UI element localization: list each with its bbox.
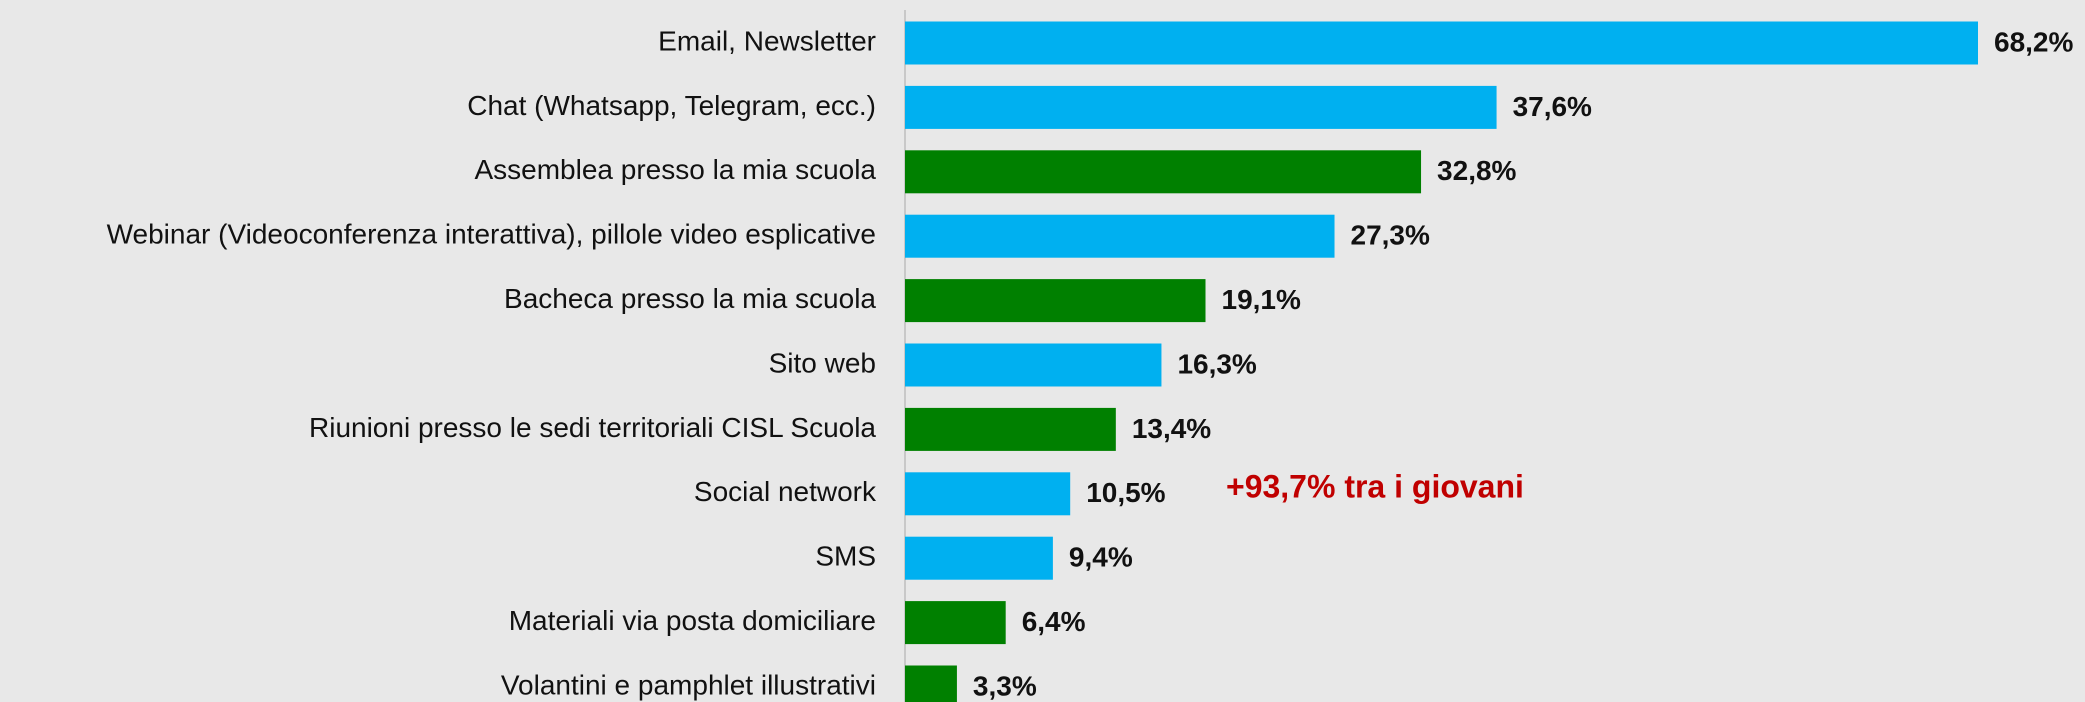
- category-label: SMS: [815, 541, 876, 572]
- bar: [905, 279, 1206, 323]
- bar: [905, 665, 957, 702]
- bar: [905, 472, 1071, 516]
- bar: [905, 21, 1978, 65]
- value-label: 16,3%: [1177, 348, 1256, 379]
- bar: [905, 601, 1006, 645]
- value-label: 10,5%: [1086, 477, 1165, 508]
- value-label: 32,8%: [1437, 155, 1516, 186]
- category-label: Assemblea presso la mia scuola: [474, 154, 876, 185]
- value-label: 27,3%: [1351, 220, 1430, 251]
- value-label: 9,4%: [1069, 542, 1133, 573]
- category-label: Bacheca presso la mia scuola: [504, 283, 876, 314]
- category-label: Chat (Whatsapp, Telegram, ecc.): [467, 90, 876, 121]
- category-label: Riunioni presso le sedi territoriali CIS…: [309, 412, 876, 443]
- bar: [905, 343, 1162, 387]
- category-label: Volantini e pamphlet illustrativi: [501, 669, 876, 700]
- bar: [905, 214, 1335, 258]
- bar: [905, 536, 1053, 580]
- value-label: 3,3%: [973, 670, 1037, 701]
- category-label: Sito web: [769, 347, 876, 378]
- bar: [905, 85, 1497, 129]
- value-label: 37,6%: [1513, 91, 1592, 122]
- value-label: 13,4%: [1132, 413, 1211, 444]
- bar: [905, 150, 1422, 194]
- bar: [905, 407, 1116, 451]
- value-label: 6,4%: [1022, 606, 1086, 637]
- category-label: Materiali via posta domiciliare: [509, 605, 876, 636]
- value-label: 19,1%: [1222, 284, 1301, 315]
- category-label: Webinar (Videoconferenza interattiva), p…: [107, 219, 876, 250]
- annotation: +93,7% tra i giovani: [1226, 468, 1524, 504]
- value-label: 68,2%: [1994, 26, 2073, 57]
- category-label: Social network: [694, 476, 877, 507]
- category-label: Email, Newsletter: [658, 25, 876, 56]
